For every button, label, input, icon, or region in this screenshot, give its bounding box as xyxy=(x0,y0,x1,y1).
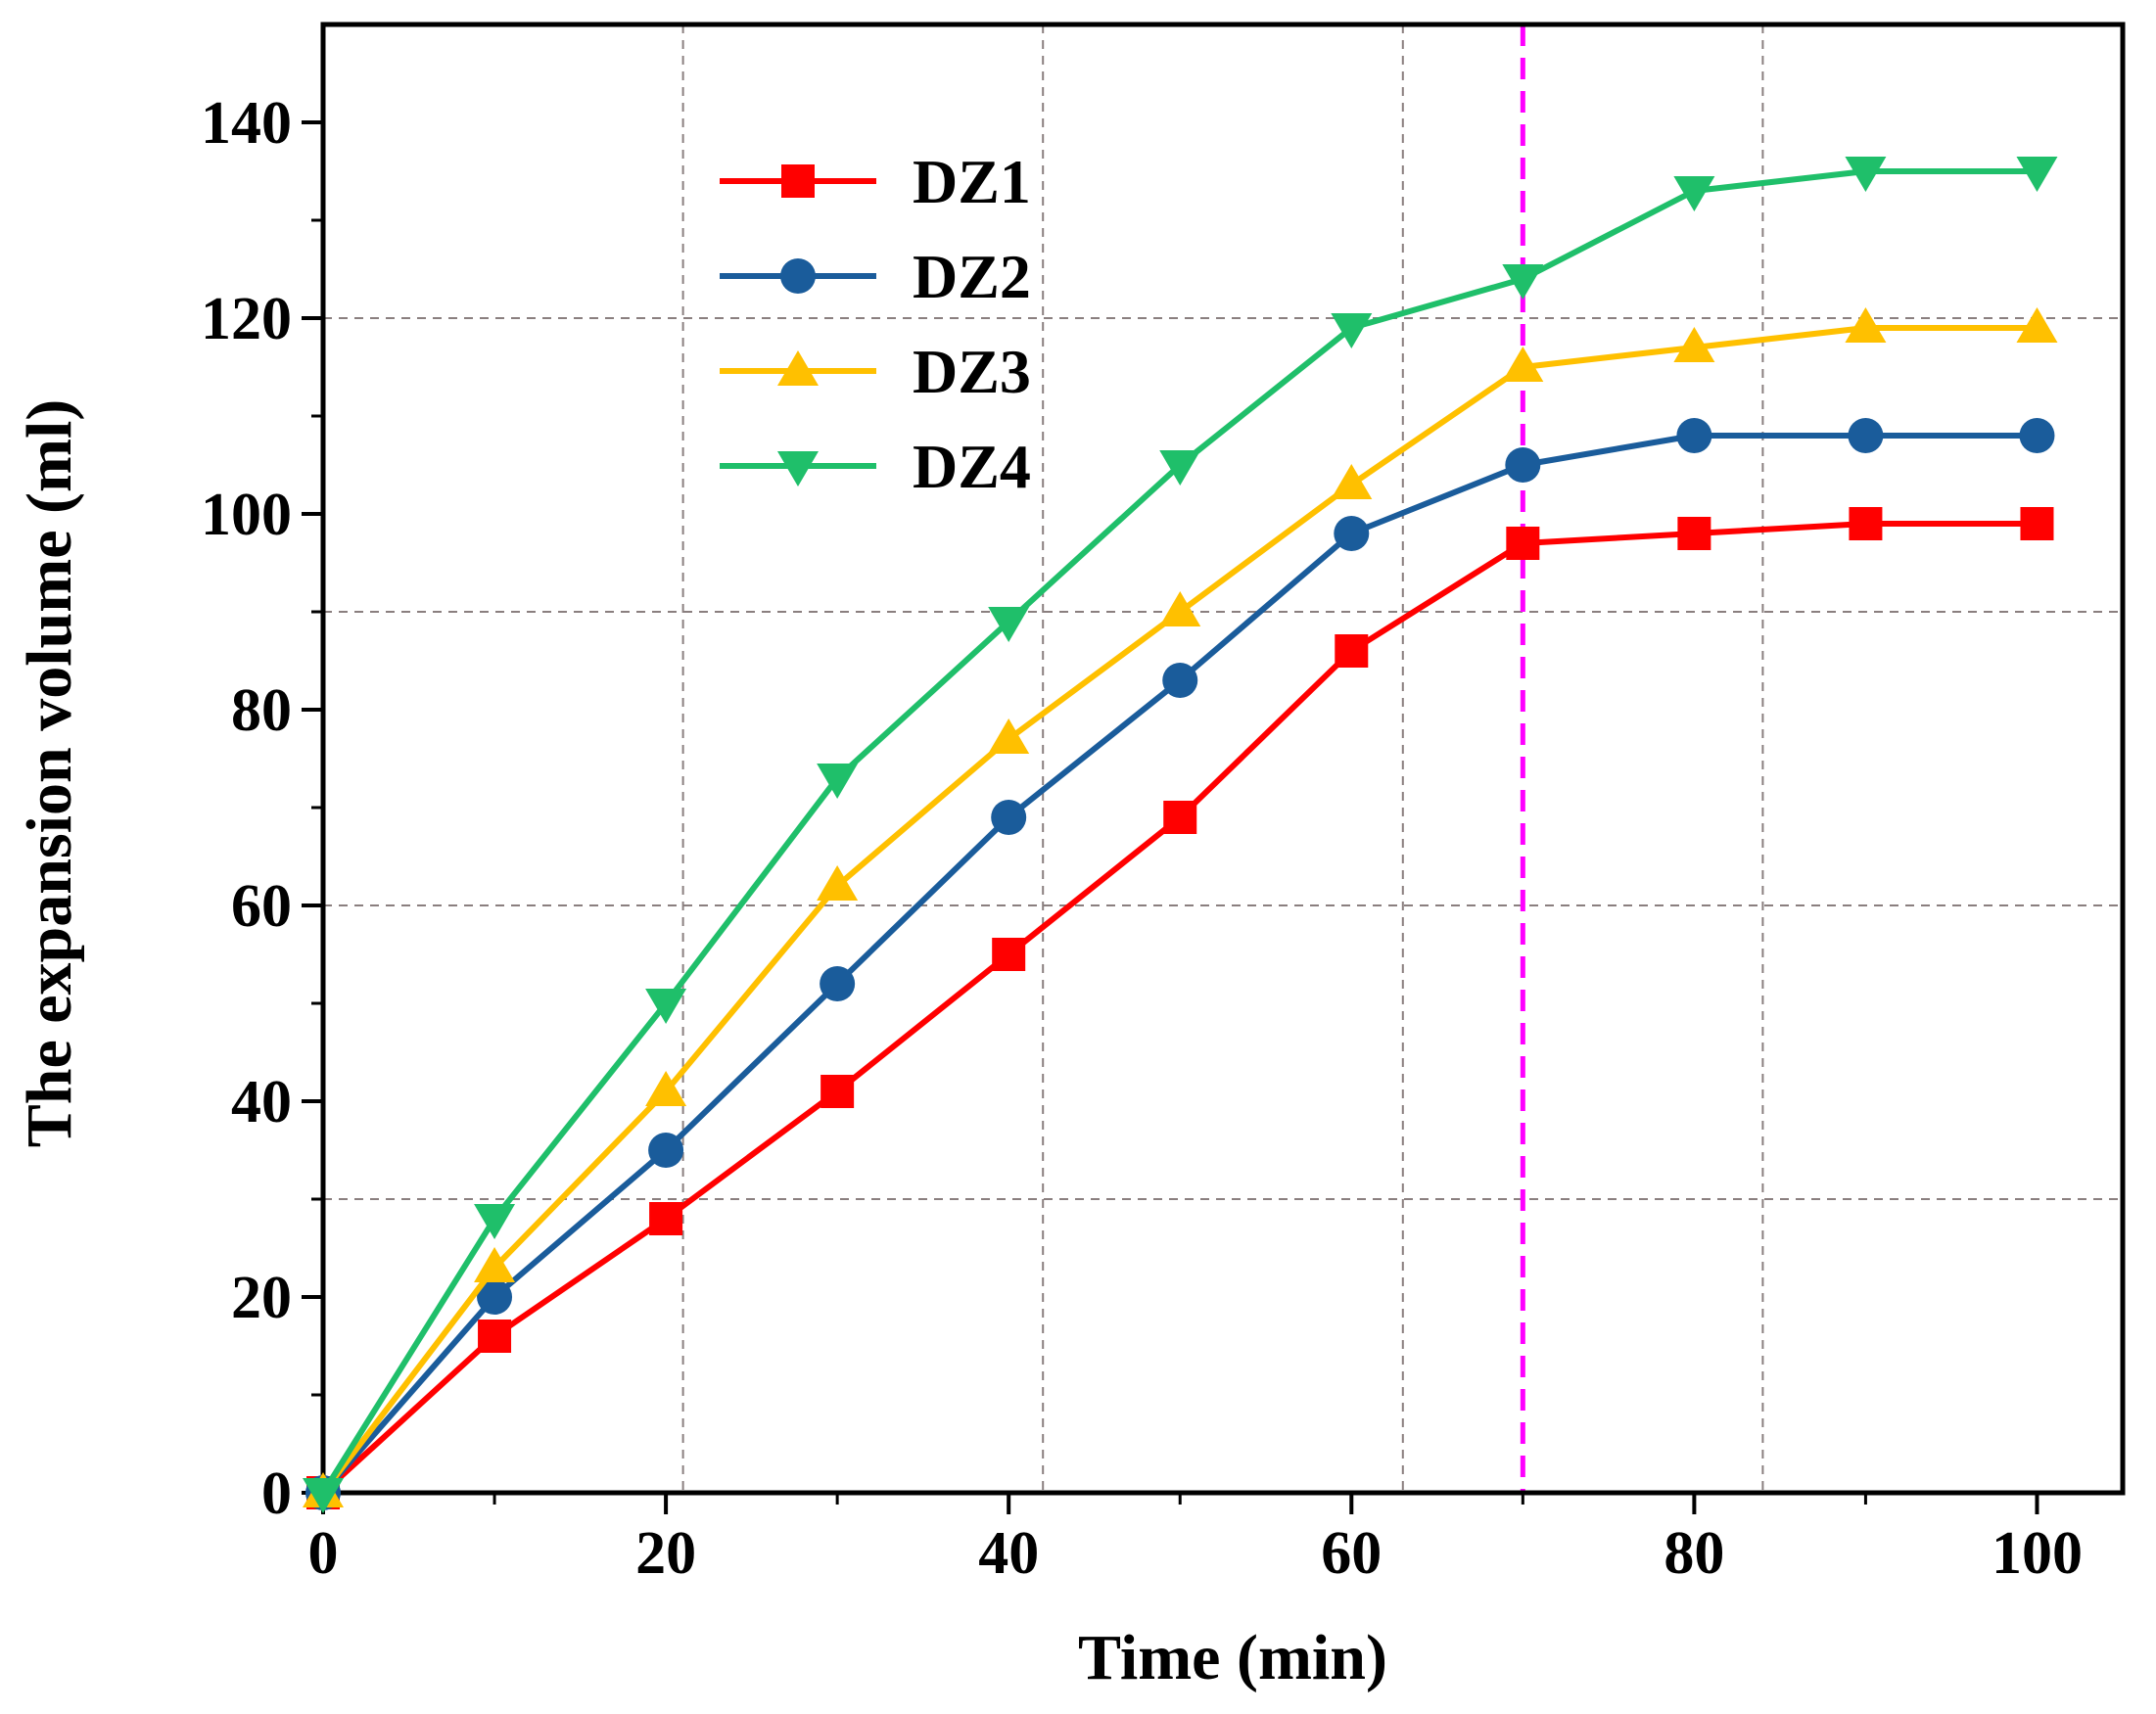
y-tick-label: 100 xyxy=(201,482,292,548)
data-point-dz3 xyxy=(1845,307,1887,343)
x-tick-label: 20 xyxy=(635,1520,696,1587)
y-tick-label: 40 xyxy=(231,1069,292,1135)
series-dz4 xyxy=(303,157,2058,1513)
y-tick-label: 0 xyxy=(261,1460,292,1527)
legend-item-dz1: DZ1 xyxy=(720,147,1031,216)
series-line-dz3 xyxy=(320,325,2038,1495)
legend-label: DZ2 xyxy=(913,242,1031,311)
legend-marker xyxy=(777,451,819,486)
legend-marker xyxy=(777,350,819,386)
y-axis-title: The expansion volume (ml) xyxy=(14,399,85,1148)
data-point-dz4 xyxy=(1159,450,1201,486)
data-point-dz1 xyxy=(1506,527,1540,560)
data-point-dz2 xyxy=(1505,447,1541,483)
data-point-dz1 xyxy=(992,938,1026,971)
grid-lines xyxy=(323,24,2123,1493)
data-point-dz4 xyxy=(303,1478,344,1513)
data-point-dz2 xyxy=(1162,663,1198,698)
x-tick-label: 40 xyxy=(978,1520,1039,1587)
x-axis-title: Time (min) xyxy=(1078,1622,1387,1693)
x-tick-label: 0 xyxy=(308,1520,339,1587)
data-point-dz4 xyxy=(474,1204,516,1239)
data-point-dz3 xyxy=(1159,591,1201,626)
data-point-dz1 xyxy=(1163,801,1197,834)
series-dz1 xyxy=(306,507,2054,1509)
data-point-dz1 xyxy=(1677,517,1711,550)
data-point-dz3 xyxy=(1331,464,1373,499)
series-dz3 xyxy=(303,307,2058,1507)
data-point-dz3 xyxy=(474,1247,516,1282)
data-point-dz4 xyxy=(817,764,859,799)
data-point-dz2 xyxy=(991,800,1027,835)
data-point-dz4 xyxy=(645,989,687,1024)
x-tick-label: 100 xyxy=(1992,1520,2083,1587)
x-tick-label: 60 xyxy=(1321,1520,1382,1587)
axis-ticks: 0 20 40 60 80 100 0 20 40 60 80 100 120 140 xyxy=(201,90,2083,1587)
data-point-dz2 xyxy=(1676,418,1712,453)
plot-frame xyxy=(320,22,2126,1496)
y-tick-label: 120 xyxy=(201,286,292,352)
data-point-dz1 xyxy=(1849,507,1883,540)
data-point-dz2 xyxy=(648,1133,684,1168)
data-point-dz4 xyxy=(1502,264,1544,300)
data-point-dz1 xyxy=(2020,507,2054,540)
series-layer xyxy=(303,157,2058,1513)
data-point-dz1 xyxy=(649,1202,683,1235)
y-tick-label: 140 xyxy=(201,90,292,157)
legend-item-dz3: DZ3 xyxy=(720,337,1031,406)
data-point-dz3 xyxy=(1502,347,1544,382)
data-point-dz2 xyxy=(820,966,856,1001)
data-point-dz3 xyxy=(2016,307,2058,343)
legend-label: DZ3 xyxy=(913,337,1031,406)
legend-item-dz2: DZ2 xyxy=(720,242,1031,311)
data-point-dz3 xyxy=(645,1071,687,1106)
data-point-dz2 xyxy=(1334,516,1370,551)
data-point-dz2 xyxy=(477,1279,513,1315)
data-point-dz1 xyxy=(820,1075,855,1108)
data-point-dz3 xyxy=(1673,327,1715,362)
data-point-dz1 xyxy=(1335,634,1369,668)
y-tick-label: 80 xyxy=(231,677,292,744)
data-point-dz4 xyxy=(1845,157,1887,192)
legend-marker xyxy=(781,164,815,198)
x-tick-label: 80 xyxy=(1664,1520,1724,1587)
data-point-dz3 xyxy=(988,718,1030,754)
legend-item-dz4: DZ4 xyxy=(720,432,1031,501)
data-point-dz2 xyxy=(2019,418,2055,453)
data-point-dz4 xyxy=(2016,157,2058,192)
y-tick-label: 20 xyxy=(231,1265,292,1331)
legend-marker xyxy=(780,258,816,294)
data-point-dz2 xyxy=(1848,418,1884,453)
series-dz2 xyxy=(305,418,2055,1510)
legend-label: DZ1 xyxy=(913,147,1031,216)
data-point-dz4 xyxy=(988,607,1030,642)
data-point-dz1 xyxy=(478,1320,512,1353)
legend: DZ1 DZ2 DZ3 DZ4 xyxy=(720,147,1031,501)
legend-label: DZ4 xyxy=(913,432,1031,501)
data-point-dz4 xyxy=(1673,176,1715,211)
data-point-dz3 xyxy=(817,865,859,901)
data-point-dz4 xyxy=(1331,313,1373,348)
y-tick-label: 60 xyxy=(231,873,292,940)
